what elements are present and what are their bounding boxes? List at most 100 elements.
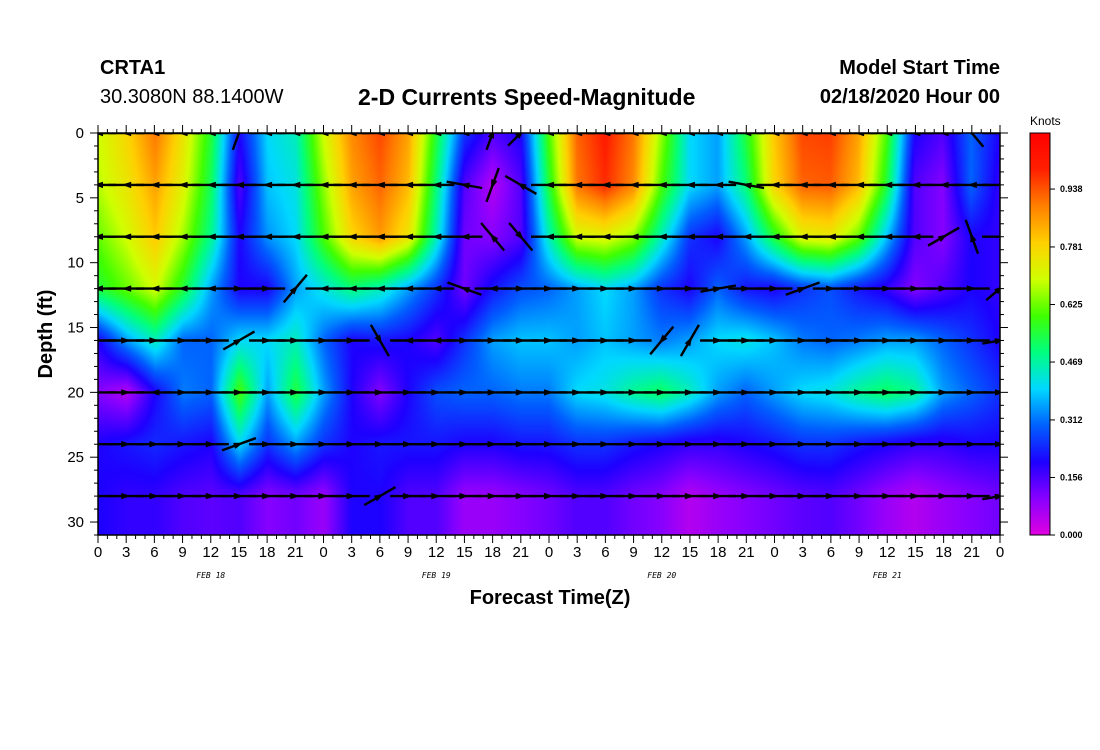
date-label: FEB 20	[647, 571, 676, 580]
chart-title: 2-D Currents Speed-Magnitude	[358, 84, 696, 110]
current-arrow	[446, 133, 483, 137]
x-tick-label: 21	[738, 544, 755, 561]
x-tick-label: 6	[150, 544, 158, 561]
current-arrow	[231, 133, 241, 151]
x-tick-label: 0	[545, 544, 553, 561]
current-arrow	[369, 324, 390, 357]
current-arrow	[982, 235, 1000, 239]
x-tick-label: 15	[907, 544, 924, 561]
current-arrow	[508, 222, 534, 252]
current-arrow	[305, 133, 342, 137]
date-label: FEB 19	[422, 571, 451, 580]
x-tick-label: 0	[94, 544, 102, 561]
current-arrow	[192, 441, 229, 448]
colorbar-tick-label: 0.781	[1060, 242, 1083, 252]
current-vectors	[98, 133, 1000, 507]
y-tick-label: 25	[67, 449, 84, 466]
current-arrow	[418, 133, 455, 137]
x-tick-label: 18	[484, 544, 501, 561]
x-tick-label: 21	[512, 544, 529, 561]
y-tick-label: 10	[67, 255, 84, 272]
current-arrow	[192, 337, 229, 344]
y-axis: 0 5 10 15 20 25 30	[67, 125, 1008, 536]
station-coordinates: 30.3080N 88.1400W	[100, 86, 284, 108]
current-arrow	[982, 441, 1000, 448]
x-tick-label: 3	[348, 544, 356, 561]
colorbar-gradient	[1029, 132, 1051, 536]
current-arrow	[784, 133, 821, 137]
x-axis-title: Forecast Time(Z)	[470, 587, 631, 609]
current-arrow	[192, 133, 229, 137]
x-tick-label: 0	[770, 544, 778, 561]
x-tick-label: 12	[879, 544, 896, 561]
x-tick-label: 18	[259, 544, 276, 561]
current-arrow	[615, 337, 652, 344]
colorbar-tick-label: 0.625	[1060, 299, 1083, 309]
date-label: FEB 21	[873, 571, 902, 580]
current-arrow	[221, 436, 257, 452]
x-tick-label: 15	[231, 544, 248, 561]
current-arrow	[507, 133, 523, 147]
x-tick-label: 9	[855, 544, 863, 561]
x-tick-label: 6	[827, 544, 835, 561]
current-arrow	[700, 181, 737, 189]
current-arrow	[869, 133, 906, 137]
y-tick-label: 20	[67, 384, 84, 401]
current-arrow	[390, 133, 427, 137]
current-arrow	[559, 133, 596, 137]
current-arrow	[418, 285, 455, 292]
x-tick-label: 3	[122, 544, 130, 561]
current-arrow	[587, 133, 624, 137]
x-tick-label: 15	[682, 544, 699, 561]
x-tick-label: 21	[963, 544, 980, 561]
current-arrow	[785, 281, 821, 296]
current-arrow	[953, 285, 990, 292]
current-arrow	[700, 284, 737, 293]
colorbar-tick-label: 0.469	[1060, 357, 1083, 367]
x-tick-label: 0	[996, 544, 1004, 561]
current-arrow	[671, 285, 708, 292]
current-arrow	[333, 133, 370, 137]
current-arrow	[756, 133, 793, 137]
x-tick-label: 18	[935, 544, 952, 561]
current-arrow	[700, 133, 737, 137]
x-tick-label: 6	[376, 544, 384, 561]
current-arrow	[812, 133, 849, 137]
y-tick-label: 15	[67, 320, 84, 337]
x-tick-label: 9	[178, 544, 186, 561]
x-tick-label: 18	[710, 544, 727, 561]
current-arrow	[282, 274, 308, 304]
current-arrow	[982, 493, 1000, 501]
current-arrow	[446, 233, 483, 240]
current-arrow	[446, 180, 483, 190]
model-start-value: 02/18/2020 Hour 00	[819, 86, 1000, 108]
current-arrow	[222, 330, 256, 351]
current-arrow	[531, 133, 567, 137]
current-arrow	[679, 324, 700, 357]
colorbar-tick-label: 0.938	[1060, 184, 1083, 194]
speed-heatmap	[98, 133, 1000, 535]
x-tick-label: 3	[573, 544, 581, 561]
x-tick-label: 9	[629, 544, 637, 561]
colorbar-tick-label: 0.312	[1060, 415, 1083, 425]
date-label: FEB 18	[196, 571, 225, 580]
current-arrow	[108, 133, 145, 137]
current-arrow	[485, 167, 500, 203]
x-tick-label: 0	[319, 544, 327, 561]
current-arrow	[897, 133, 934, 137]
current-arrow	[964, 219, 980, 255]
current-arrow	[136, 133, 173, 137]
y-tick-label: 0	[76, 125, 84, 142]
current-arrow	[363, 486, 397, 507]
current-arrow	[982, 338, 1000, 345]
current-arrow	[480, 222, 506, 252]
colorbar-tick-label: 0.000	[1060, 530, 1083, 540]
x-axis: 0 3 6 9 12 15 18 21 0 3 6 9 12 15 18 21 0 3 6 9 12 15 18 21 0 3 6 9…	[94, 125, 1004, 580]
colorbar: Knots 0.000 0.156 0.312 0.469 0.625 0.781 0.93…	[1029, 114, 1083, 540]
current-arrow	[953, 492, 990, 500]
current-arrow	[98, 133, 116, 137]
x-tick-label: 3	[799, 544, 807, 561]
current-arrow	[925, 133, 962, 137]
x-tick-label: 15	[456, 544, 473, 561]
current-arrow	[728, 180, 765, 190]
